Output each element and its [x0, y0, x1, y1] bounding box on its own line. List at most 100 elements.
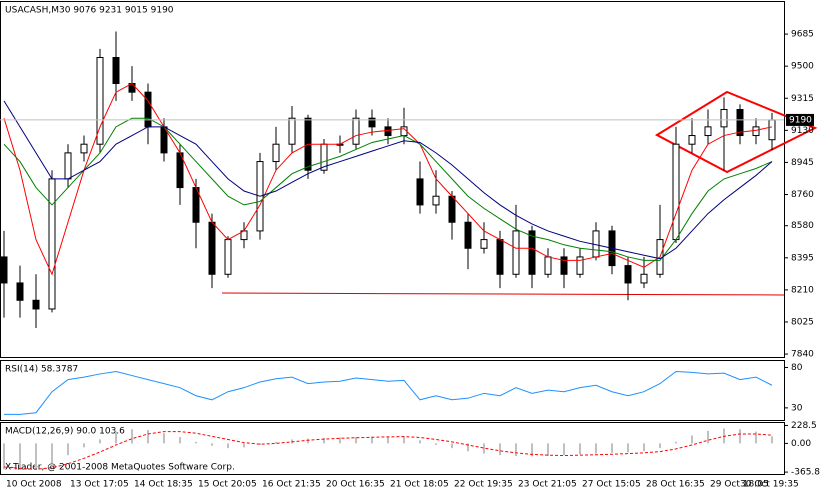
macd-bar: [755, 431, 757, 444]
macd-bar: [499, 443, 501, 456]
macd-bar: [163, 433, 165, 444]
macd-bar: [659, 443, 661, 449]
macd-bar: [19, 443, 21, 471]
macd-bar: [131, 429, 133, 444]
candle-body: [48, 178, 56, 310]
x-tick-label: 28 Oct 16:35: [646, 480, 705, 490]
x-tick-label: 16 Oct 21:35: [262, 480, 321, 490]
x-tick-label: 27 Oct 15:05: [582, 480, 641, 490]
y-tick-label: 8945: [791, 158, 814, 168]
moving-average: [3, 82, 773, 276]
candle-body: [480, 239, 488, 249]
candle-body: [496, 239, 504, 275]
support-line: [221, 292, 785, 296]
candle-body: [528, 230, 536, 275]
macd-bar: [51, 443, 53, 464]
candle-body: [16, 282, 24, 301]
y-tick-label: 228.5: [791, 421, 817, 431]
macd-bar: [67, 443, 69, 456]
candle-body: [288, 117, 296, 145]
y-tick-label: 8210: [791, 285, 814, 295]
candle-body: [96, 56, 104, 145]
y-tick-label: 8395: [791, 253, 814, 263]
macd-bar: [403, 436, 405, 444]
macd-bar: [83, 443, 85, 448]
y-tick-label: 80: [791, 363, 803, 373]
x-tick-label: 29 Oct 18:05: [710, 480, 769, 490]
candle-body: [768, 119, 776, 141]
macd-bar: [259, 443, 261, 445]
x-tick-label: 13 Oct 17:05: [70, 480, 129, 490]
macd-bar: [419, 440, 421, 444]
macd-bar: [595, 443, 597, 454]
candle-body: [384, 126, 392, 137]
y-tick-label: 9315: [791, 94, 814, 104]
macd-bar: [307, 438, 309, 444]
candle-body: [352, 117, 360, 145]
candle-body: [32, 299, 40, 310]
main-panel: [0, 1, 785, 358]
y-tick-label: 8760: [791, 190, 814, 200]
rsi-panel: [0, 360, 785, 421]
candle-body: [432, 195, 440, 206]
macd-bar: [435, 443, 437, 445]
macd-bar: [35, 443, 37, 469]
y-tick-label: -365.8: [791, 468, 820, 478]
macd-bar: [483, 443, 485, 454]
x-tick-label: 14 Oct 18:35: [134, 480, 193, 490]
candle-body: [112, 56, 120, 85]
macd-bar: [739, 429, 741, 444]
price-label: 9190: [789, 115, 812, 125]
moving-average: [3, 100, 773, 260]
macd-bar: [3, 443, 5, 470]
candle-body: [704, 126, 712, 137]
macd-bar: [627, 443, 629, 453]
y-tick-label: 30: [791, 403, 803, 413]
macd-bar: [243, 443, 245, 448]
candle-body: [688, 135, 696, 145]
macd-bar: [531, 443, 533, 457]
macd-bar: [195, 441, 197, 444]
y-tick-label: 9685: [791, 30, 814, 40]
macd-bar: [691, 435, 693, 444]
chart-title: USACASH,M30 9076 9231 9015 9190: [5, 6, 174, 16]
candle-body: [0, 256, 8, 284]
candle-body: [512, 230, 520, 275]
macd-bar: [179, 437, 181, 444]
macd-bar: [643, 443, 645, 452]
candle-body: [576, 256, 584, 275]
macd-bar: [467, 443, 469, 452]
candle-body: [224, 239, 232, 275]
macd-bar: [707, 430, 709, 444]
macd-bar: [227, 443, 229, 449]
macd-bar: [211, 443, 213, 446]
rsi-title: RSI(14) 58.3787: [5, 365, 78, 375]
candle-body: [560, 256, 568, 275]
x-tick-label: 21 Oct 18:05: [390, 480, 449, 490]
y-tick-label: 9130: [791, 126, 814, 136]
macd-bar: [147, 430, 149, 444]
candle-body: [672, 143, 680, 241]
candle-body: [80, 143, 88, 154]
macd-bar: [355, 437, 357, 444]
macd-bar: [339, 437, 341, 444]
candle-body: [368, 117, 376, 128]
macd-bar: [771, 436, 773, 444]
candle-body: [144, 91, 152, 128]
y-tick-label: 9500: [791, 62, 814, 72]
rsi-line: [4, 370, 773, 415]
macd-bar: [387, 436, 389, 444]
macd-bar: [563, 443, 565, 456]
macd-bar: [547, 443, 549, 456]
macd-panel: [0, 422, 785, 475]
macd-bar: [611, 443, 613, 453]
x-tick-label: 10 Oct 2008: [6, 480, 62, 490]
macd-bar: [371, 436, 373, 444]
candle-body: [544, 256, 552, 275]
macd-bar: [675, 441, 677, 444]
y-tick-label: 0.00: [791, 439, 811, 449]
macd-bar: [451, 443, 453, 449]
candle-body: [720, 109, 728, 128]
diamond-pattern: [654, 90, 818, 174]
